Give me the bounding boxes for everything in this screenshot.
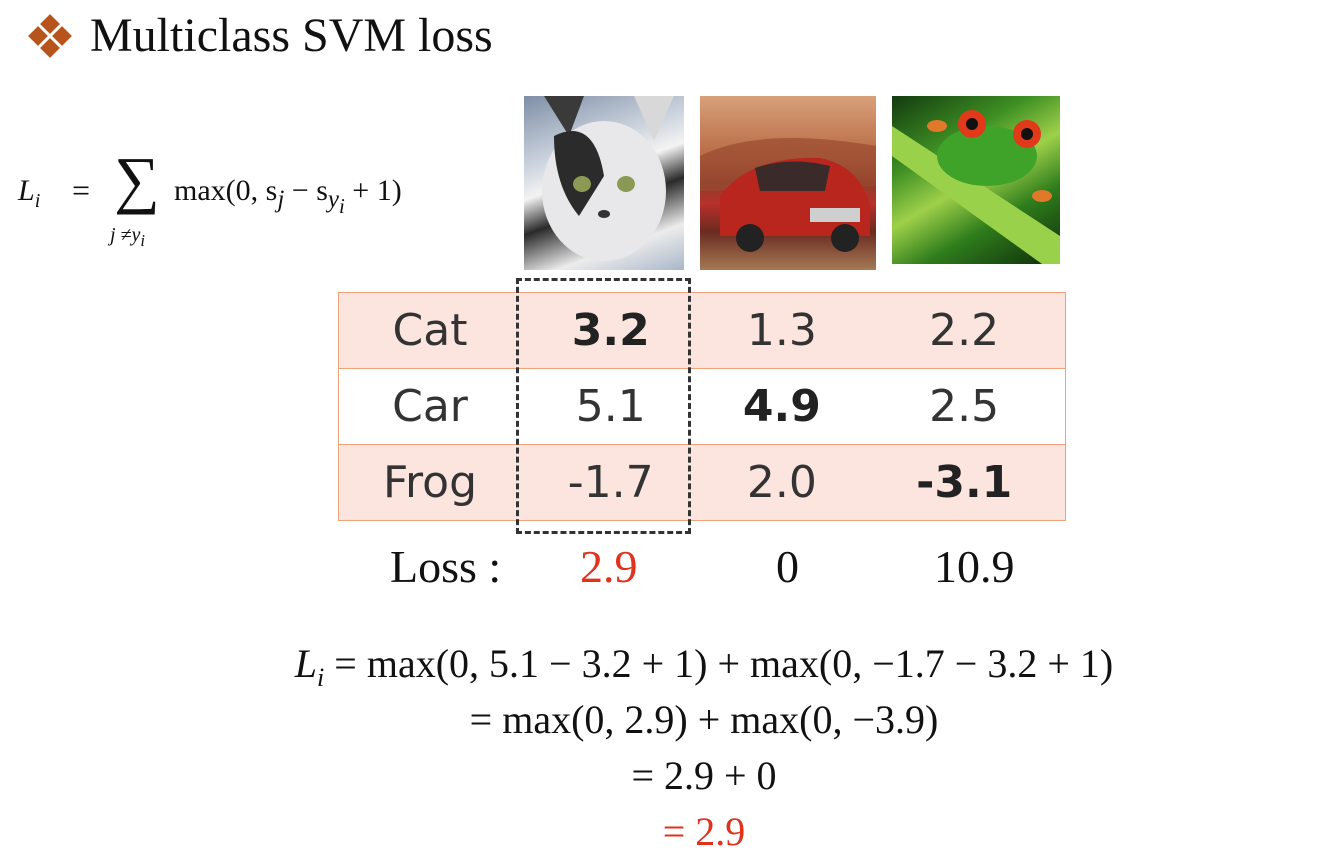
score-cell: 2.5: [863, 368, 1067, 445]
svm-loss-formula: Li = ∑ j ≠yi max(0, sj − syi + 1): [14, 148, 494, 280]
table-row-cat: Cat 3.2 1.3 2.2: [338, 292, 1067, 369]
summation-index: j ≠yi: [110, 224, 146, 250]
slide-title-row: Multiclass SVM loss: [28, 8, 493, 64]
score-cell: 2.2: [863, 292, 1067, 369]
loss-row: Loss : 2.9 0 10.9: [0, 540, 1320, 600]
cat-image: [524, 96, 684, 270]
car-image: [700, 96, 876, 270]
cat-column-highlight-box: [516, 278, 691, 534]
loss-value-cat: 2.9: [580, 541, 638, 592]
score-cell: 3.2: [521, 292, 701, 369]
calculation-line-3: = 2.9 + 0: [631, 753, 777, 798]
formula-equals: =: [72, 172, 91, 208]
frog-image: [892, 96, 1060, 264]
calculation-result: = 2.9: [662, 809, 746, 854]
slide-title: Multiclass SVM loss: [90, 9, 493, 62]
score-cell: 5.1: [521, 368, 701, 445]
loss-value-frog: 10.9: [934, 541, 1015, 592]
class-scores-table: Cat 3.2 1.3 2.2 Car 5.1 4.9 2.5 Frog -1.…: [338, 292, 1067, 521]
loss-value-car: 0: [776, 541, 799, 592]
table-row-car: Car 5.1 4.9 2.5: [338, 368, 1067, 445]
diamond-bullet-icon: [28, 14, 72, 58]
formula-lhs: Li: [18, 174, 41, 212]
table-row-frog: Frog -1.7 2.0 -3.1: [338, 444, 1067, 521]
score-cell: 2.0: [700, 444, 864, 521]
formula-expression: max(0, sj − syi + 1): [174, 174, 402, 218]
score-cell: -3.1: [863, 444, 1067, 521]
row-label-car: Car: [338, 368, 521, 445]
row-label-cat: Cat: [338, 292, 521, 369]
score-cell: -1.7: [521, 444, 701, 521]
calculation-line-1: Li = max(0, 5.1 − 3.2 + 1) + max(0, −1.7…: [294, 641, 1114, 692]
summation-symbol: ∑: [114, 144, 160, 215]
calculation-line-2: = max(0, 2.9) + max(0, −3.9): [469, 697, 939, 742]
score-cell: 4.9: [700, 368, 864, 445]
loss-label: Loss :: [390, 541, 502, 592]
row-label-frog: Frog: [338, 444, 521, 521]
score-cell: 1.3: [700, 292, 864, 369]
